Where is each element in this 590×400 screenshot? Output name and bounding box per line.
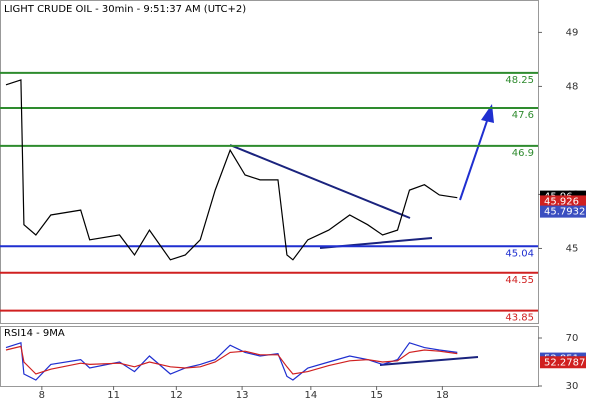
- x-tick-label: 15: [370, 390, 383, 400]
- x-tick-label: 13: [236, 390, 249, 400]
- x-tick-label: 8: [39, 390, 45, 400]
- level-label: 48.25: [505, 75, 534, 86]
- series-line: [5, 79, 458, 261]
- series-line: [5, 345, 458, 375]
- level-label: 44.55: [505, 275, 534, 286]
- level-label: 45.04: [505, 248, 534, 259]
- x-tick-label: 11: [107, 390, 120, 400]
- y-tick-label: 49: [566, 27, 579, 38]
- price-tag: [540, 205, 586, 218]
- rsi-trend-line: [379, 356, 479, 366]
- price-tag: [540, 195, 586, 208]
- y-tick-label: 70: [566, 333, 579, 344]
- y-tick-label: 30: [566, 381, 579, 392]
- x-tick-label: 12: [170, 390, 183, 400]
- x-tick-label: 18: [436, 390, 449, 400]
- series-line: [5, 342, 458, 381]
- rsi-panel: [0, 326, 539, 387]
- level-label: 47.6: [512, 110, 534, 121]
- price-tag-label: 45.7932: [544, 207, 585, 218]
- forecast-arrow: [459, 117, 489, 201]
- price-tag-label: 45.926: [544, 196, 579, 207]
- chart-title: LIGHT CRUDE OIL - 30min - 9:51:37 AM (UT…: [4, 4, 246, 15]
- x-tick-label: 14: [304, 390, 317, 400]
- price-tag: [540, 356, 586, 369]
- level-label: 46.9: [512, 148, 534, 159]
- trend-line: [229, 144, 411, 219]
- rsi-title: RSI14 - 9MA: [4, 328, 65, 339]
- y-tick-label: 48: [566, 81, 579, 92]
- price-tag-label: 52.2787: [544, 357, 585, 368]
- y-tick-label: 45: [566, 243, 579, 254]
- level-label: 43.85: [505, 313, 534, 324]
